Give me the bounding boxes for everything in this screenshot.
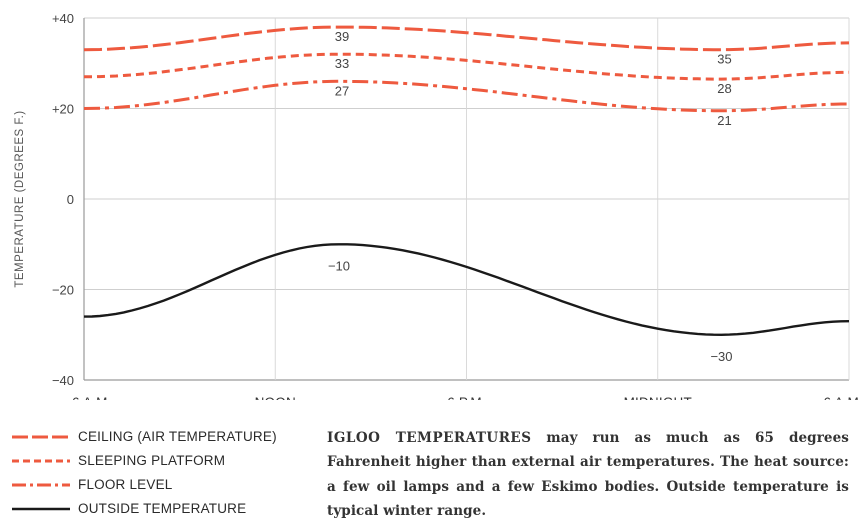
- temperature-chart: +40 +20 0 −20 −40 6 A.M. NOON 6 P.M. MIDNIGHT 6 A…: [14, 11, 859, 400]
- legend: CEILING (AIR TEMPERATURE) SLEEPING PLATF…: [10, 424, 310, 520]
- legend-item-ceiling: CEILING (AIR TEMPERATURE): [10, 424, 310, 448]
- x-tick-label: 6 A.M.: [72, 395, 111, 400]
- y-tick-label: +20: [52, 102, 74, 117]
- legend-swatch-ceiling: [12, 435, 70, 439]
- legend-swatch-floor-level: [12, 483, 70, 487]
- legend-item-floor-level: FLOOR LEVEL: [10, 472, 310, 496]
- y-tick-label: 0: [67, 192, 74, 207]
- legend-label-floor-level: FLOOR LEVEL: [78, 476, 173, 492]
- figure-caption: IGLOO TEMPERATURES may run as much as 65…: [327, 426, 849, 523]
- legend-label-sleeping-platform: SLEEPING PLATFORM: [78, 452, 226, 468]
- x-tick-label: NOON: [255, 395, 296, 400]
- series-line-0: [83, 25, 850, 52]
- x-tick-label: 6 A.M: [823, 395, 859, 400]
- data-label: 35: [717, 52, 731, 67]
- y-tick-label: −20: [52, 283, 74, 298]
- series-line-3: [83, 243, 850, 337]
- data-label: 33: [335, 56, 349, 71]
- legend-swatch-outside-temperature: [12, 507, 70, 511]
- y-tick-label: +40: [52, 11, 74, 26]
- caption-body: may run as much as 65 degrees Fahrenheit…: [327, 430, 850, 519]
- legend-item-sleeping-platform: SLEEPING PLATFORM: [10, 448, 310, 472]
- y-tick-label: −40: [52, 373, 74, 388]
- series-line-1: [84, 52, 850, 81]
- data-label: 39: [335, 29, 349, 44]
- legend-item-outside-temperature: OUTSIDE TEMPERATURE: [10, 496, 310, 520]
- legend-swatch-sleeping-platform: [12, 459, 70, 463]
- x-tick-label: MIDNIGHT: [624, 395, 692, 400]
- data-label: 28: [717, 81, 731, 96]
- chart-series: [83, 25, 850, 337]
- chart-axes: +40 +20 0 −20 −40 6 A.M. NOON 6 P.M. MIDNIGHT 6 A…: [52, 11, 859, 400]
- series-line-2: [83, 79, 849, 113]
- data-label: −30: [710, 349, 732, 364]
- data-label: −10: [328, 258, 350, 273]
- data-label: 21: [717, 113, 731, 128]
- x-tick-label: 6 P.M.: [447, 395, 485, 400]
- y-axis-label: TEMPERATURE (DEGREES F.): [14, 110, 26, 287]
- chart-grid: [83, 17, 850, 381]
- caption-lead: IGLOO TEMPERATURES: [327, 430, 532, 446]
- chart-data-labels: 39 35 33 28 27 21 −10 −30: [328, 29, 733, 364]
- legend-label-ceiling: CEILING (AIR TEMPERATURE): [78, 428, 277, 444]
- data-label: 27: [335, 83, 349, 98]
- legend-label-outside-temperature: OUTSIDE TEMPERATURE: [78, 500, 247, 516]
